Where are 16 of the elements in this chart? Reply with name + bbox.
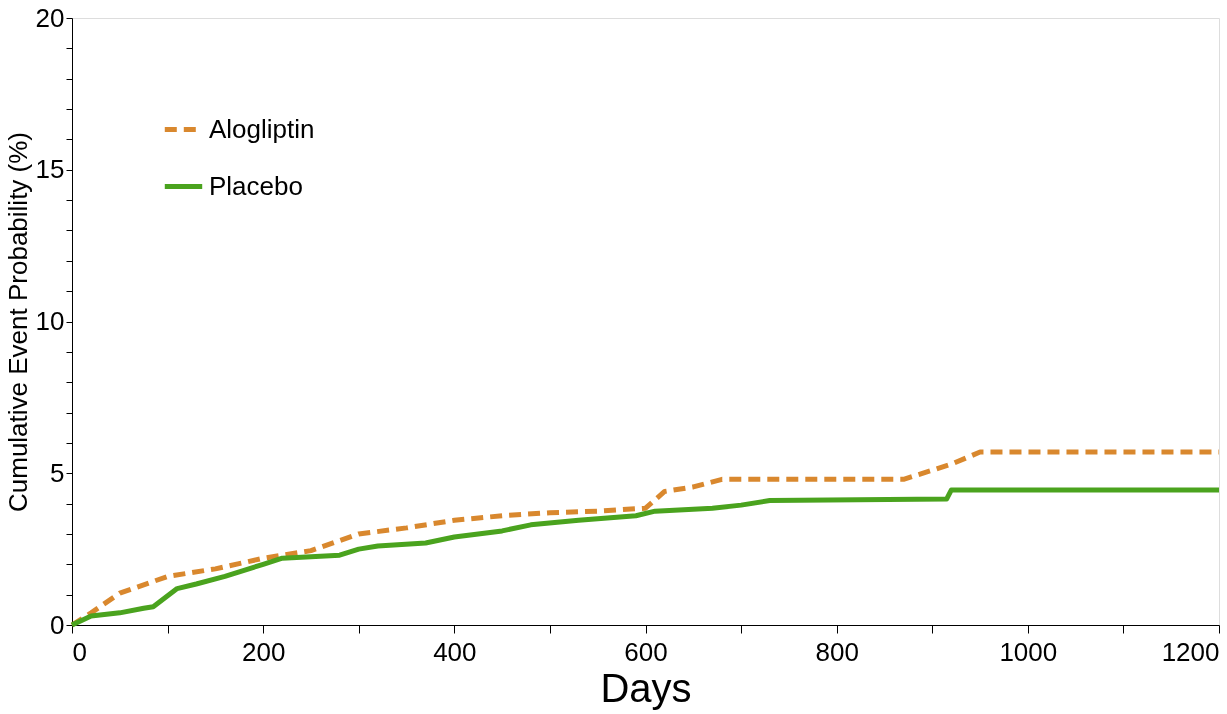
y-tick-label: 20 xyxy=(35,2,65,33)
x-axis-title: Days xyxy=(600,665,692,710)
x-tick-label: 600 xyxy=(624,636,668,667)
x-tick-label: 200 xyxy=(241,636,286,667)
y-tick-label: 5 xyxy=(50,457,65,488)
y-tick-label: 15 xyxy=(35,154,65,185)
y-tick-label: 10 xyxy=(35,306,65,336)
x-tick-label: 400 xyxy=(433,636,477,667)
x-tick-label: 800 xyxy=(815,636,859,667)
y-tick-label: 0 xyxy=(50,609,65,640)
x-tick-label: 1200 xyxy=(1161,636,1220,667)
x-tick-label: 0 xyxy=(72,636,87,667)
legend-label: Alogliptin xyxy=(209,113,315,144)
x-tick-label: 1000 xyxy=(999,636,1058,667)
y-axis-title: Cumulative Event Probability (%) xyxy=(2,131,33,513)
legend-label: Placebo xyxy=(209,170,303,201)
